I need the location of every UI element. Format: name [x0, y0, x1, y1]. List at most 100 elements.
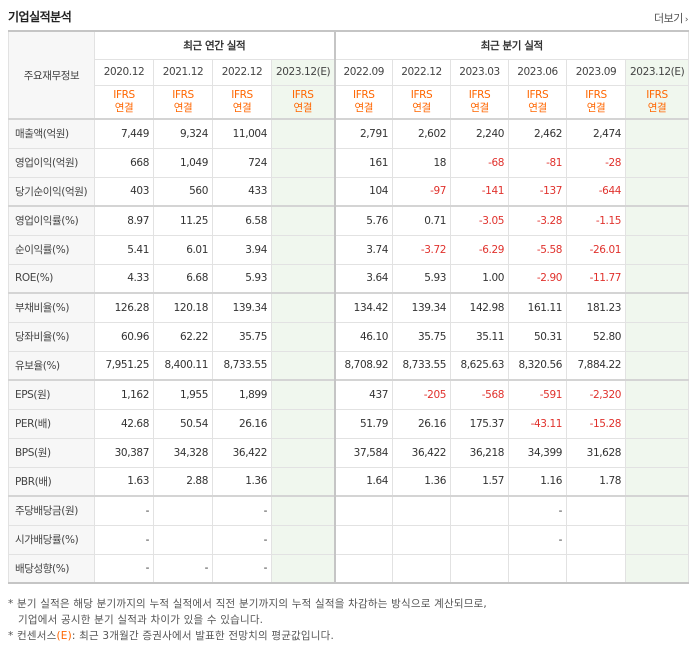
period-header: 2022.12: [392, 58, 452, 86]
table-cell: 26.16: [392, 408, 452, 439]
ifrs-text: IFRS: [585, 88, 607, 101]
table-cell: 1,162: [94, 379, 154, 410]
table-cell: 3.94: [212, 234, 272, 265]
table-cell: [334, 524, 394, 555]
table-cell: [334, 553, 394, 584]
table-cell: -97: [392, 176, 452, 207]
table-cell: 51.79: [334, 408, 394, 439]
row-label: 부채비율(%): [8, 292, 95, 323]
table-cell: 36,422: [392, 437, 452, 468]
row-label: 순이익률(%): [8, 234, 95, 265]
table-cell: -11.77: [566, 263, 627, 294]
period-header: 2022.09: [334, 58, 394, 86]
table-cell: -81: [508, 147, 568, 178]
table-cell: [270, 118, 336, 149]
table-cell: [270, 466, 336, 497]
table-cell: 120.18: [153, 292, 213, 323]
consolidated-text: 연결: [647, 101, 667, 114]
row-label: PER(배): [8, 408, 95, 439]
table-row: BPS(원) 30,387 34,328 36,422 37,584 36,422 36,2…: [8, 437, 690, 468]
table-cell: 8,625.63: [450, 350, 510, 381]
table-cell: [625, 292, 690, 323]
table-cell: -3.05: [450, 205, 510, 236]
table-cell: 139.34: [212, 292, 272, 323]
main-label: 주요재무정보: [8, 30, 95, 120]
table-cell: 2,602: [392, 118, 452, 149]
table-cell: [625, 495, 690, 526]
row-label: 배당성향(%): [8, 553, 95, 584]
ifrs-label: IFRS 연결: [94, 84, 154, 120]
more-label[interactable]: 더보기: [654, 12, 683, 25]
footnote-2: 기업에서 공시한 분기 실적과 차이가 있을 수 있습니다.: [18, 614, 264, 626]
table-row: 영업이익(억원) 668 1,049 724 161 18 -68 -81 -28: [8, 147, 690, 178]
table-cell: [270, 205, 336, 236]
table-cell: -: [94, 524, 154, 555]
table-cell: [270, 147, 336, 178]
ifrs-label: IFRS 연결: [270, 84, 336, 120]
table-row: PER(배) 42.68 50.54 26.16 51.79 26.16 175.37 -43…: [8, 408, 690, 439]
table-cell: 1.57: [450, 466, 510, 497]
ifrs-label: IFRS 연결: [334, 84, 394, 120]
consolidated-text: 연결: [412, 101, 431, 114]
table-cell: [270, 292, 336, 323]
table-cell: 161.11: [508, 292, 568, 323]
table-cell: 560: [153, 176, 213, 207]
table-row: PBR(배) 1.63 2.88 1.36 1.64 1.36 1.57 1.16 1.78: [8, 466, 690, 497]
period-header: 2021.12: [153, 58, 213, 86]
chevron-right-icon: ›: [684, 15, 689, 25]
table-cell: 5.41: [94, 234, 154, 265]
row-label: PBR(배): [8, 466, 95, 497]
ifrs-text: IFRS: [646, 88, 668, 101]
table-cell: 31,628: [566, 437, 627, 468]
ifrs-text: IFRS: [231, 88, 253, 101]
table-cell: [625, 437, 690, 468]
financial-table: 주요재무정보 최근 연간 실적 최근 분기 실적 2020.12 2021.12 2…: [8, 30, 690, 584]
table-cell: [270, 437, 336, 468]
table-cell: 1.63: [94, 466, 154, 497]
table-cell: 5.93: [392, 263, 452, 294]
table-cell: 35.11: [450, 321, 510, 352]
table-cell: [270, 408, 336, 439]
table-cell: 181.23: [566, 292, 627, 323]
table-cell: [625, 466, 690, 497]
table-cell: 7,449: [94, 118, 154, 149]
ifrs-label: IFRS 연결: [450, 84, 510, 120]
table-cell: 2.88: [153, 466, 213, 497]
table-cell: -: [212, 495, 272, 526]
table-cell: 8,400.11: [153, 350, 213, 381]
row-label: 시가배당률(%): [8, 524, 95, 555]
consolidated-text: 연결: [232, 101, 252, 114]
table-cell: -: [508, 495, 568, 526]
table-cell: 724: [212, 147, 272, 178]
table-cell: [270, 321, 336, 352]
table-cell: -: [212, 553, 272, 584]
table-cell: 8,320.56: [508, 350, 568, 381]
ifrs-text: IFRS: [526, 88, 549, 101]
table-cell: 104: [334, 176, 394, 207]
table-cell: 34,328: [153, 437, 213, 468]
table-cell: 34,399: [508, 437, 568, 468]
table-cell: -26.01: [566, 234, 627, 265]
table-cell: 1.00: [450, 263, 510, 294]
ifrs-label: IFRS 연결: [566, 84, 627, 120]
table-cell: [270, 553, 336, 584]
table-cell: 1.78: [566, 466, 627, 497]
table-cell: 52.80: [566, 321, 627, 352]
period-row: 2020.12 2021.12 2022.12 2023.12(E) 2022.09 20…: [9, 58, 690, 86]
table-cell: [625, 553, 690, 584]
table-cell: 142.98: [450, 292, 510, 323]
table-cell: -28: [566, 147, 627, 178]
table-cell: [566, 553, 627, 584]
period-header: 2020.12: [94, 58, 154, 86]
table-cell: 7,884.22: [566, 350, 627, 381]
table-cell: 35.75: [392, 321, 452, 352]
consolidated-text: 연결: [528, 101, 547, 114]
table-cell: 1,049: [153, 147, 213, 178]
table-row: 배당성향(%) - - -: [8, 553, 690, 584]
table-cell: 42.68: [94, 408, 154, 439]
table-cell: 2,240: [450, 118, 510, 149]
table-cell: 6.58: [212, 205, 272, 236]
row-label: BPS(원): [8, 437, 95, 468]
more-link[interactable]: 더보기 ›: [654, 10, 689, 26]
table-cell: [270, 234, 336, 265]
